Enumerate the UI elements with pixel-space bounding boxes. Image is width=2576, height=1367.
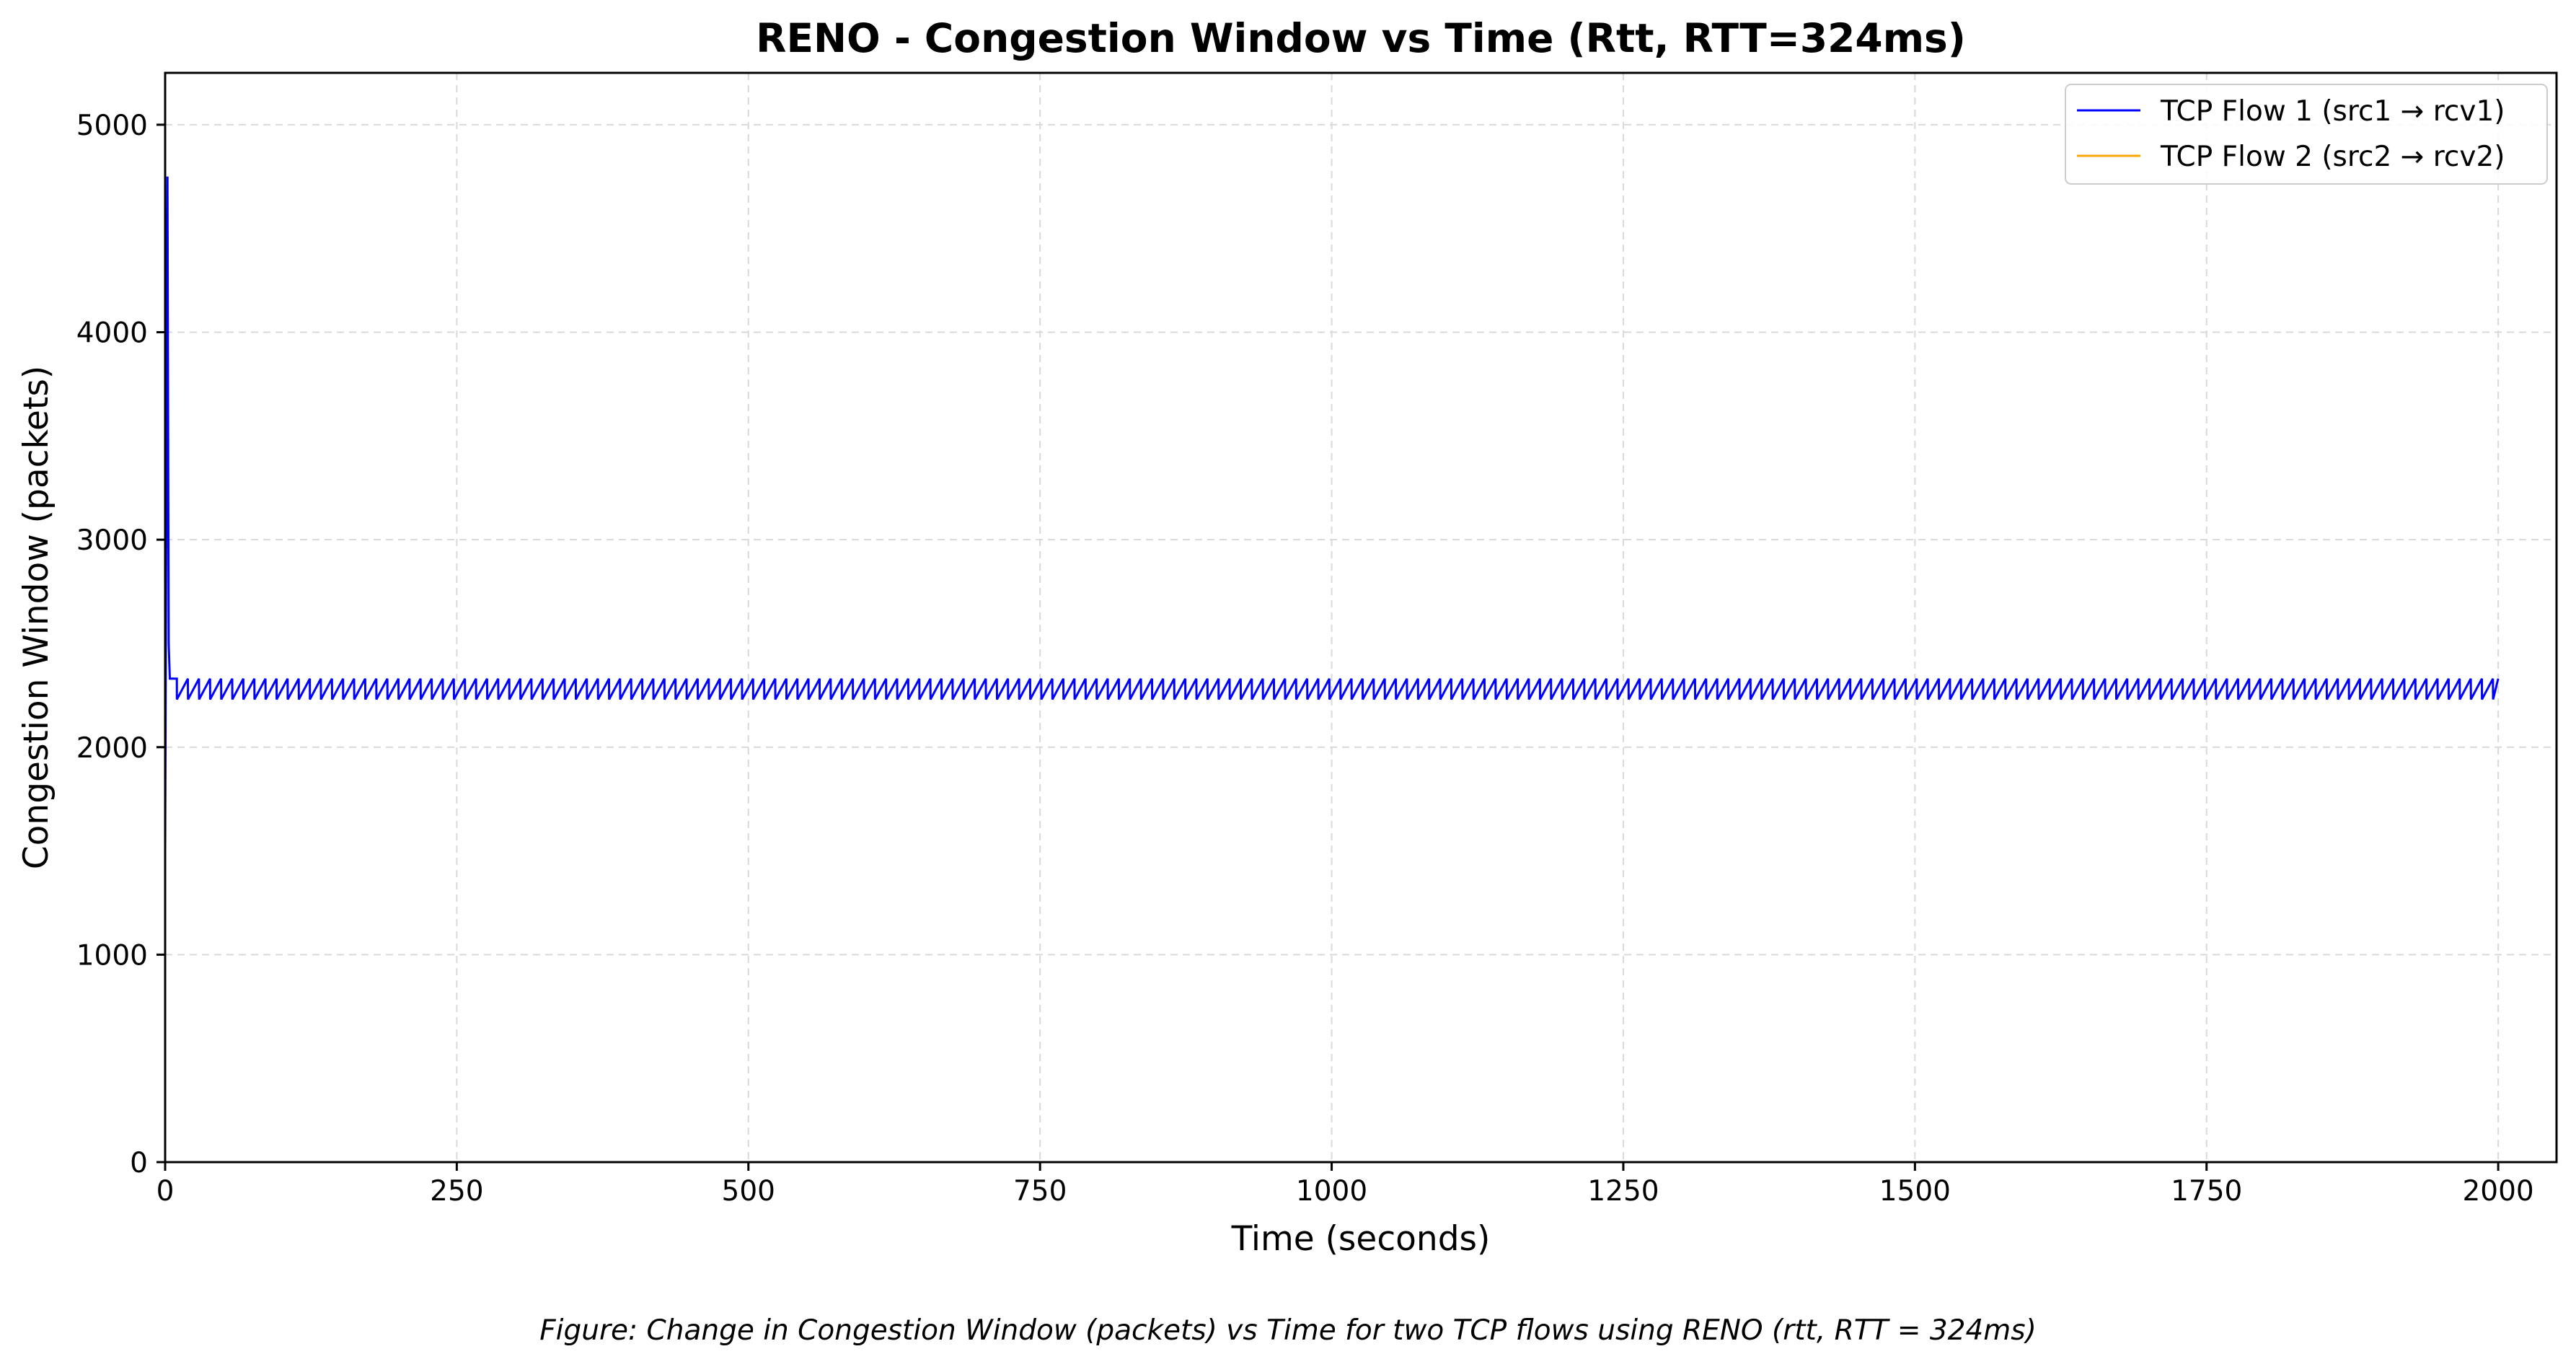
y-tick-label: 5000: [76, 110, 148, 142]
series-layer: [164, 176, 2500, 851]
x-tick-label: 1250: [1587, 1175, 1659, 1208]
chart-title: RENO - Congestion Window vs Time (Rtt, R…: [756, 15, 1966, 61]
y-axis-label: Congestion Window (packets): [17, 366, 56, 869]
ticks: 0 250 500 750 1000 1250 1500 1750 2000 0 1000 2000 3…: [76, 110, 2534, 1208]
legend-label-flow-2: TCP Flow 2 (src2 → rcv2): [2160, 141, 2505, 173]
x-tick-label: 1500: [1879, 1175, 1951, 1208]
y-tick-label: 4000: [76, 317, 148, 350]
x-tick-label: 2000: [2462, 1175, 2533, 1208]
y-tick-label: 1000: [76, 939, 148, 972]
x-tick-label: 500: [722, 1175, 775, 1208]
y-tick-label: 3000: [76, 524, 148, 557]
x-tick-label: 750: [1013, 1175, 1067, 1208]
legend-box: [2065, 84, 2548, 185]
x-tick-label: 1000: [1296, 1175, 1367, 1208]
legend-label-flow-1: TCP Flow 1 (src1 → rcv1): [2160, 95, 2505, 128]
plot-frame: [164, 71, 2558, 1164]
x-tick-label: 0: [156, 1175, 175, 1208]
y-tick-label: 2000: [76, 732, 148, 765]
figure-caption: Figure: Change in Congestion Window (pac…: [539, 1314, 2037, 1347]
x-axis-label: Time (seconds): [1231, 1219, 1491, 1259]
x-tick-label: 250: [430, 1175, 483, 1208]
grid: [164, 73, 2557, 1163]
series-line-flow-1: [164, 176, 2500, 851]
y-tick-label: 0: [130, 1147, 148, 1179]
legend: TCP Flow 1 (src1 → rcv1) TCP Flow 2 (src…: [2065, 84, 2548, 185]
x-tick-label: 1750: [2171, 1175, 2242, 1208]
